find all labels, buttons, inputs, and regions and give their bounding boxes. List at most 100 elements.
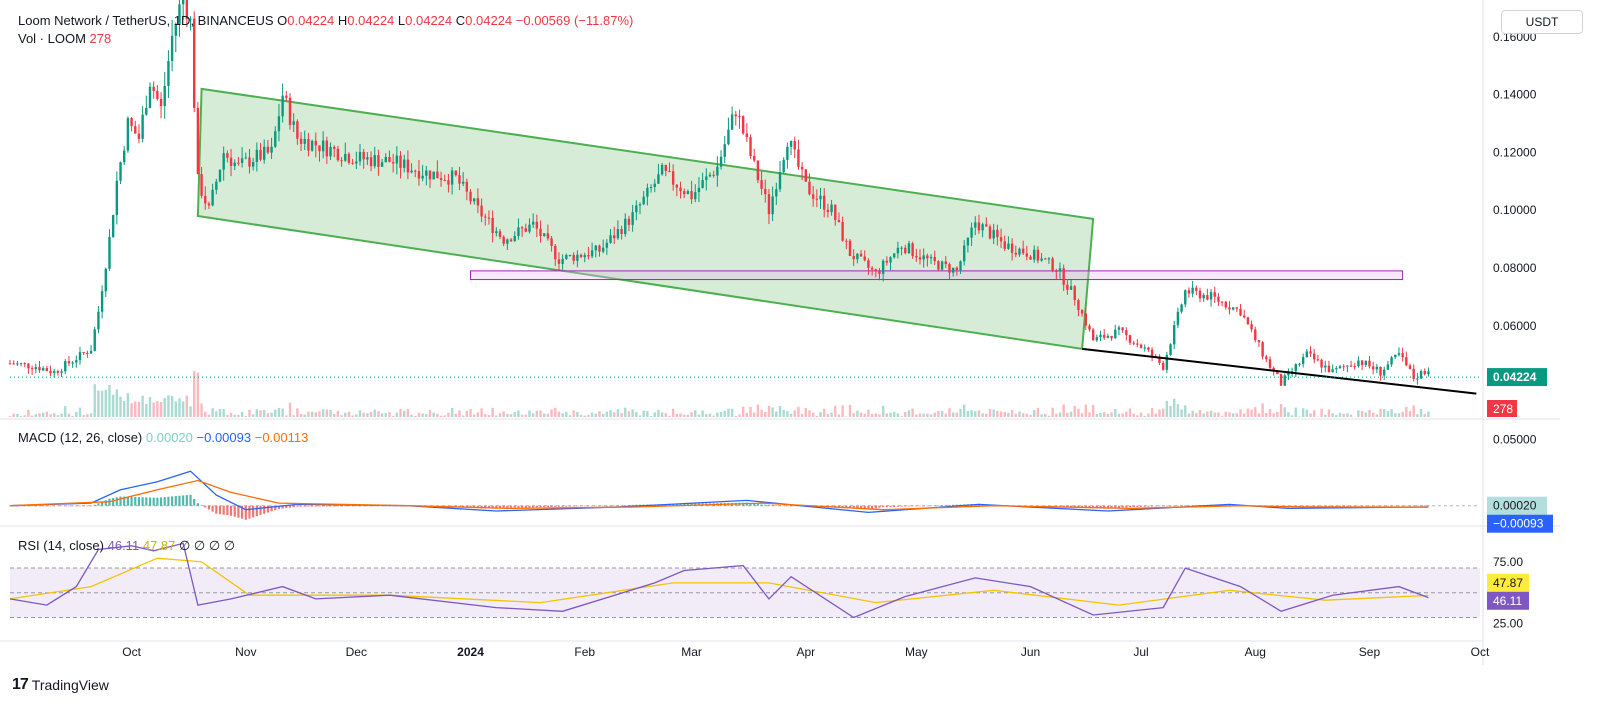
candle-body: [1294, 364, 1297, 372]
volume-bar: [377, 411, 380, 417]
volume-bar: [664, 413, 667, 417]
volume-bar: [244, 415, 247, 417]
volume-bar: [642, 410, 645, 417]
volume-bar: [1294, 407, 1297, 417]
macd-hist-bar: [1416, 505, 1419, 507]
candle-body: [237, 162, 240, 164]
volume-bar: [719, 411, 723, 417]
volume-bar: [432, 412, 435, 417]
currency-unit-button[interactable]: USDT: [1501, 10, 1583, 34]
volume-bar: [1338, 412, 1342, 417]
time-tick-label: Feb: [574, 645, 595, 659]
macd-hist-bar: [1346, 505, 1349, 507]
macd-hist-bar: [1338, 505, 1342, 507]
tradingview-footer[interactable]: 17 TradingView: [12, 676, 109, 694]
candle-body: [19, 363, 23, 365]
candle-body: [642, 196, 645, 205]
volume-bar: [701, 410, 704, 417]
candle-body: [1025, 253, 1029, 257]
macd-hist-bar: [204, 505, 207, 508]
candle-body: [1279, 374, 1283, 386]
volume-bar: [1198, 409, 1202, 417]
macd-hist-bar: [524, 505, 527, 508]
volume-bar: [1301, 408, 1305, 417]
rsi-last: 46.11: [1493, 594, 1522, 608]
macd-hist-bar: [112, 497, 115, 506]
candle-body: [918, 257, 922, 260]
volume-bar: [189, 406, 192, 417]
candle-body: [999, 237, 1003, 242]
volume-bar: [1018, 411, 1021, 417]
candle-body: [1051, 258, 1054, 272]
volume-bar: [513, 412, 516, 417]
candle-body: [601, 247, 605, 252]
volume-bar: [362, 412, 365, 417]
macd-hist-bar: [167, 496, 170, 506]
candle-body: [104, 268, 107, 292]
candle-body: [425, 170, 428, 176]
volume-bar: [1394, 413, 1397, 417]
macd-hist-bar: [683, 503, 686, 506]
macd-line-badge: [1487, 514, 1553, 533]
macd-hist-bar: [303, 505, 306, 507]
candle-body: [1349, 365, 1353, 367]
candle-body: [951, 267, 955, 273]
candles: [8, 0, 1430, 387]
candle-body: [863, 256, 866, 261]
volume-bar: [391, 416, 395, 417]
macd-hist-bar: [579, 505, 583, 507]
rsi-ma-last: 47.87: [1493, 576, 1523, 590]
candle-body: [86, 353, 89, 355]
volume-bar: [366, 413, 369, 417]
volume-bar: [885, 413, 889, 417]
candle-body: [447, 180, 450, 185]
volume-bar: [918, 413, 922, 417]
volume-bar: [1047, 415, 1051, 417]
macd-hist-bar: [255, 505, 258, 517]
price-tick-label: 0.14000: [1493, 88, 1537, 102]
volume-bar: [240, 411, 244, 417]
volume-bar: [889, 412, 892, 417]
volume-bar: [1103, 412, 1106, 417]
macd-hist-bar: [119, 496, 122, 506]
candle-body: [705, 176, 708, 181]
macd-hist-bar: [1110, 505, 1113, 509]
macd-hist-bar: [145, 497, 148, 506]
candle-body: [248, 157, 251, 167]
candle-body: [1228, 307, 1231, 310]
candle-body: [576, 254, 579, 261]
candle-body: [473, 198, 476, 202]
volume-bar: [1007, 412, 1010, 417]
candle-body: [38, 366, 41, 371]
volume-bar: [34, 414, 37, 417]
macd-hist-bar: [863, 505, 866, 510]
volume-bar: [679, 413, 682, 417]
volume-bar: [705, 414, 708, 417]
macd-hist-bar: [1324, 505, 1327, 507]
candle-body: [837, 220, 841, 223]
volume-bar: [609, 410, 612, 417]
candle-body: [815, 198, 819, 200]
volume-bar: [730, 408, 734, 417]
candle-body: [782, 159, 785, 173]
macd-label: MACD (12, 26, close): [18, 430, 143, 445]
volume-bar: [911, 408, 914, 417]
volume-bar: [800, 414, 804, 417]
time-tick-label: 2024: [457, 645, 484, 659]
macd-hist-bar: [627, 505, 631, 506]
volume-bar: [495, 415, 498, 417]
candle-body: [881, 260, 885, 274]
volume-bar: [830, 412, 833, 417]
macd-hist-bar: [67, 505, 71, 507]
volume-bar: [281, 408, 284, 417]
macd-hist-bar: [134, 497, 137, 506]
macd-hist-bar: [1427, 505, 1430, 506]
candle-body: [366, 157, 369, 160]
volume-bar: [520, 414, 524, 417]
macd-hist-bar: [248, 505, 251, 519]
volume-bar: [1132, 413, 1135, 417]
macd-hist-bar: [767, 504, 771, 506]
volume-bar: [948, 408, 951, 417]
macd-hist-bar: [23, 505, 26, 507]
volume-bar: [940, 410, 944, 417]
